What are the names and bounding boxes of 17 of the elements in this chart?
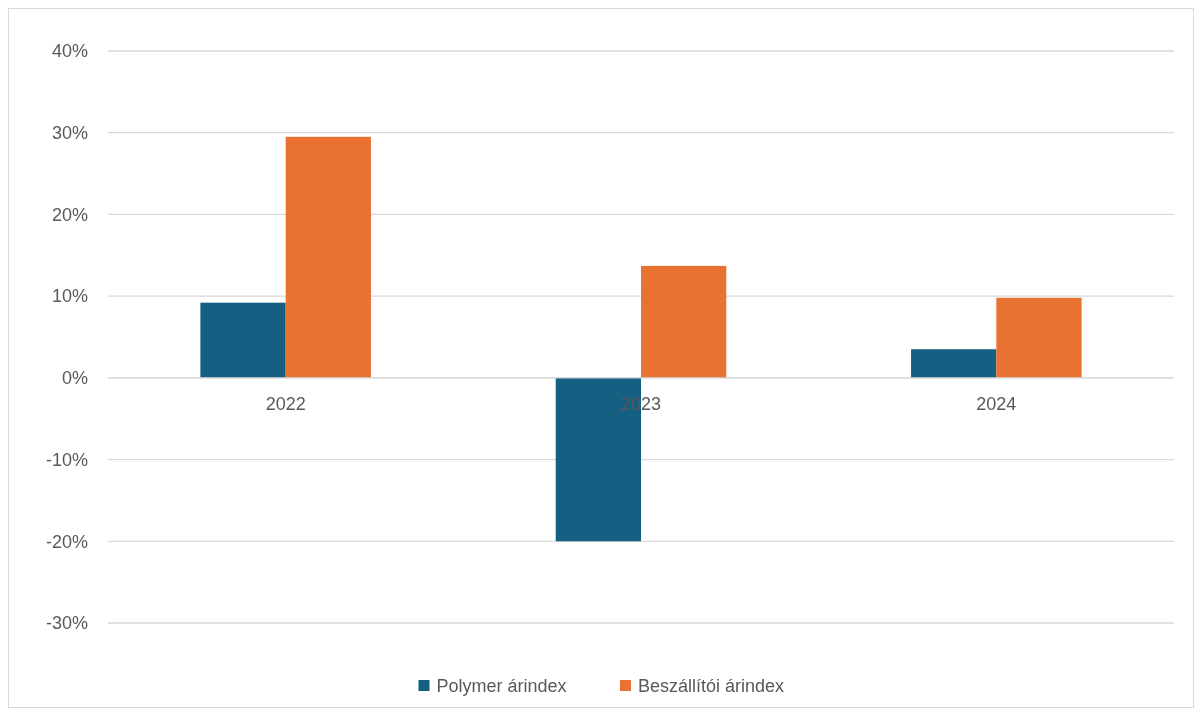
bar — [996, 297, 1082, 378]
bar — [200, 302, 286, 378]
bar — [641, 265, 727, 378]
legend-label: Beszállítói árindex — [638, 676, 785, 697]
y-tick-label: -10% — [45, 449, 88, 470]
legend-label: Polymer árindex — [436, 676, 567, 697]
y-tick-label: 30% — [51, 123, 88, 144]
y-tick-label: 20% — [51, 204, 88, 225]
bar — [911, 349, 997, 378]
y-tick-label: -20% — [45, 531, 88, 552]
x-tick-label: 2022 — [265, 393, 306, 414]
bar — [285, 136, 371, 378]
y-tick-label: -30% — [45, 613, 88, 634]
x-tick-label: 2024 — [976, 393, 1017, 414]
y-tick-label: 10% — [51, 286, 88, 307]
y-tick-label: 0% — [61, 368, 88, 389]
y-tick-label: 40% — [51, 41, 88, 62]
